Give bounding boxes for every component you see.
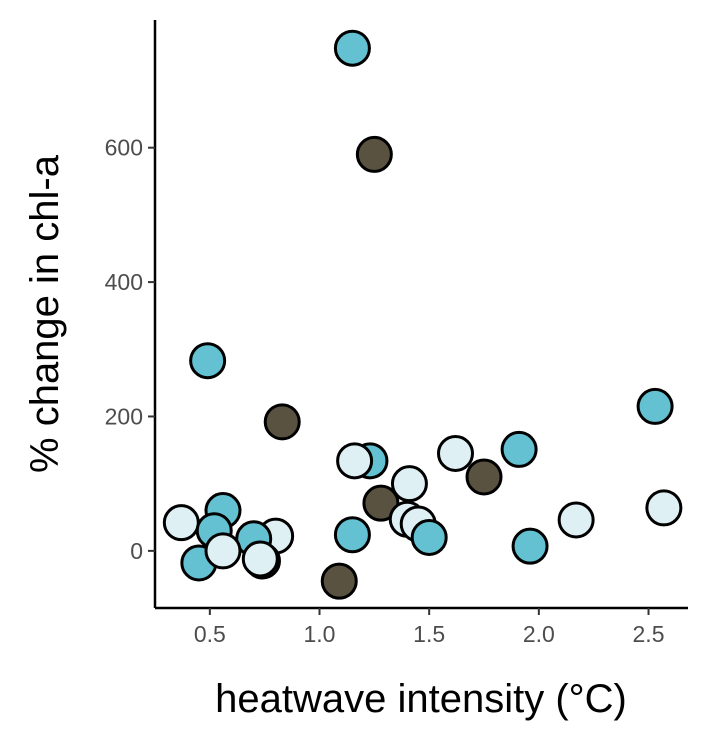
x-axis-title: heatwave intensity (°C)	[215, 677, 627, 721]
y-tick-label: 400	[105, 269, 143, 295]
scatter-point	[500, 430, 538, 468]
scatter-point	[511, 527, 549, 565]
y-tick-label: 600	[105, 135, 143, 161]
y-axis-title: % change in chl-a	[23, 154, 67, 473]
scatter-point	[645, 489, 683, 527]
data-points	[162, 29, 683, 600]
y-tick-label: 200	[105, 403, 143, 429]
scatter-point	[390, 465, 428, 503]
scatter-point	[241, 540, 279, 578]
scatter-point	[333, 29, 371, 67]
x-tick-label: 2.0	[523, 621, 555, 647]
scatter-point	[410, 518, 448, 556]
y-tick-label: 0	[130, 538, 143, 564]
scatter-point	[204, 532, 242, 570]
scatter-point	[162, 504, 200, 542]
scatter-point	[263, 403, 301, 441]
x-axis-ticks: 0.5 1.0 1.5 2.0 2.5	[194, 608, 665, 647]
x-tick-label: 0.5	[194, 621, 226, 647]
scatter-point	[320, 562, 358, 600]
x-tick-label: 2.5	[633, 621, 665, 647]
scatter-point	[636, 387, 674, 425]
scatter-point	[436, 434, 474, 472]
x-tick-label: 1.0	[304, 621, 336, 647]
scatter-point	[336, 442, 374, 480]
x-tick-label: 1.5	[413, 621, 445, 647]
scatter-point	[333, 516, 371, 554]
y-axis-ticks: 0 200 400 600	[105, 135, 155, 564]
scatter-point	[465, 458, 503, 496]
scatter-point	[189, 342, 227, 380]
scatter-point	[557, 501, 595, 539]
scatter-point	[362, 484, 400, 522]
scatter-point	[355, 135, 393, 173]
